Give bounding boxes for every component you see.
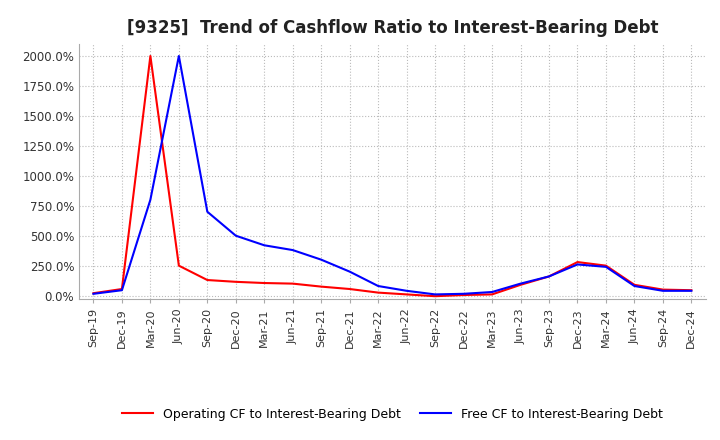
Operating CF to Interest-Bearing Debt bbox=[487, 292, 496, 297]
Operating CF to Interest-Bearing Debt bbox=[687, 288, 696, 293]
Legend: Operating CF to Interest-Bearing Debt, Free CF to Interest-Bearing Debt: Operating CF to Interest-Bearing Debt, F… bbox=[117, 403, 668, 425]
Operating CF to Interest-Bearing Debt bbox=[459, 292, 468, 297]
Operating CF to Interest-Bearing Debt bbox=[174, 263, 183, 268]
Line: Operating CF to Interest-Bearing Debt: Operating CF to Interest-Bearing Debt bbox=[94, 56, 691, 296]
Free CF to Interest-Bearing Debt bbox=[232, 233, 240, 238]
Line: Free CF to Interest-Bearing Debt: Free CF to Interest-Bearing Debt bbox=[94, 56, 691, 294]
Free CF to Interest-Bearing Debt bbox=[431, 292, 439, 297]
Free CF to Interest-Bearing Debt bbox=[146, 197, 155, 202]
Free CF to Interest-Bearing Debt bbox=[602, 264, 611, 269]
Free CF to Interest-Bearing Debt bbox=[659, 288, 667, 293]
Operating CF to Interest-Bearing Debt bbox=[89, 290, 98, 296]
Operating CF to Interest-Bearing Debt bbox=[346, 286, 354, 292]
Operating CF to Interest-Bearing Debt bbox=[545, 274, 554, 279]
Operating CF to Interest-Bearing Debt bbox=[516, 282, 525, 287]
Operating CF to Interest-Bearing Debt bbox=[573, 260, 582, 265]
Free CF to Interest-Bearing Debt bbox=[346, 269, 354, 274]
Operating CF to Interest-Bearing Debt bbox=[289, 281, 297, 286]
Operating CF to Interest-Bearing Debt bbox=[630, 282, 639, 287]
Free CF to Interest-Bearing Debt bbox=[203, 209, 212, 214]
Free CF to Interest-Bearing Debt bbox=[289, 247, 297, 253]
Free CF to Interest-Bearing Debt bbox=[459, 291, 468, 297]
Free CF to Interest-Bearing Debt bbox=[573, 262, 582, 267]
Free CF to Interest-Bearing Debt bbox=[117, 288, 126, 293]
Free CF to Interest-Bearing Debt bbox=[487, 290, 496, 295]
Operating CF to Interest-Bearing Debt bbox=[117, 286, 126, 292]
Free CF to Interest-Bearing Debt bbox=[630, 283, 639, 289]
Free CF to Interest-Bearing Debt bbox=[687, 288, 696, 293]
Operating CF to Interest-Bearing Debt bbox=[260, 280, 269, 286]
Free CF to Interest-Bearing Debt bbox=[174, 53, 183, 59]
Free CF to Interest-Bearing Debt bbox=[545, 274, 554, 279]
Operating CF to Interest-Bearing Debt bbox=[317, 284, 325, 289]
Title: [9325]  Trend of Cashflow Ratio to Interest-Bearing Debt: [9325] Trend of Cashflow Ratio to Intere… bbox=[127, 19, 658, 37]
Operating CF to Interest-Bearing Debt bbox=[659, 287, 667, 292]
Operating CF to Interest-Bearing Debt bbox=[146, 53, 155, 59]
Operating CF to Interest-Bearing Debt bbox=[203, 277, 212, 282]
Free CF to Interest-Bearing Debt bbox=[516, 281, 525, 286]
Free CF to Interest-Bearing Debt bbox=[89, 291, 98, 297]
Free CF to Interest-Bearing Debt bbox=[260, 242, 269, 248]
Free CF to Interest-Bearing Debt bbox=[374, 283, 382, 289]
Operating CF to Interest-Bearing Debt bbox=[402, 292, 411, 297]
Operating CF to Interest-Bearing Debt bbox=[431, 293, 439, 299]
Operating CF to Interest-Bearing Debt bbox=[602, 263, 611, 268]
Free CF to Interest-Bearing Debt bbox=[402, 288, 411, 293]
Free CF to Interest-Bearing Debt bbox=[317, 257, 325, 262]
Operating CF to Interest-Bearing Debt bbox=[374, 290, 382, 295]
Operating CF to Interest-Bearing Debt bbox=[232, 279, 240, 285]
